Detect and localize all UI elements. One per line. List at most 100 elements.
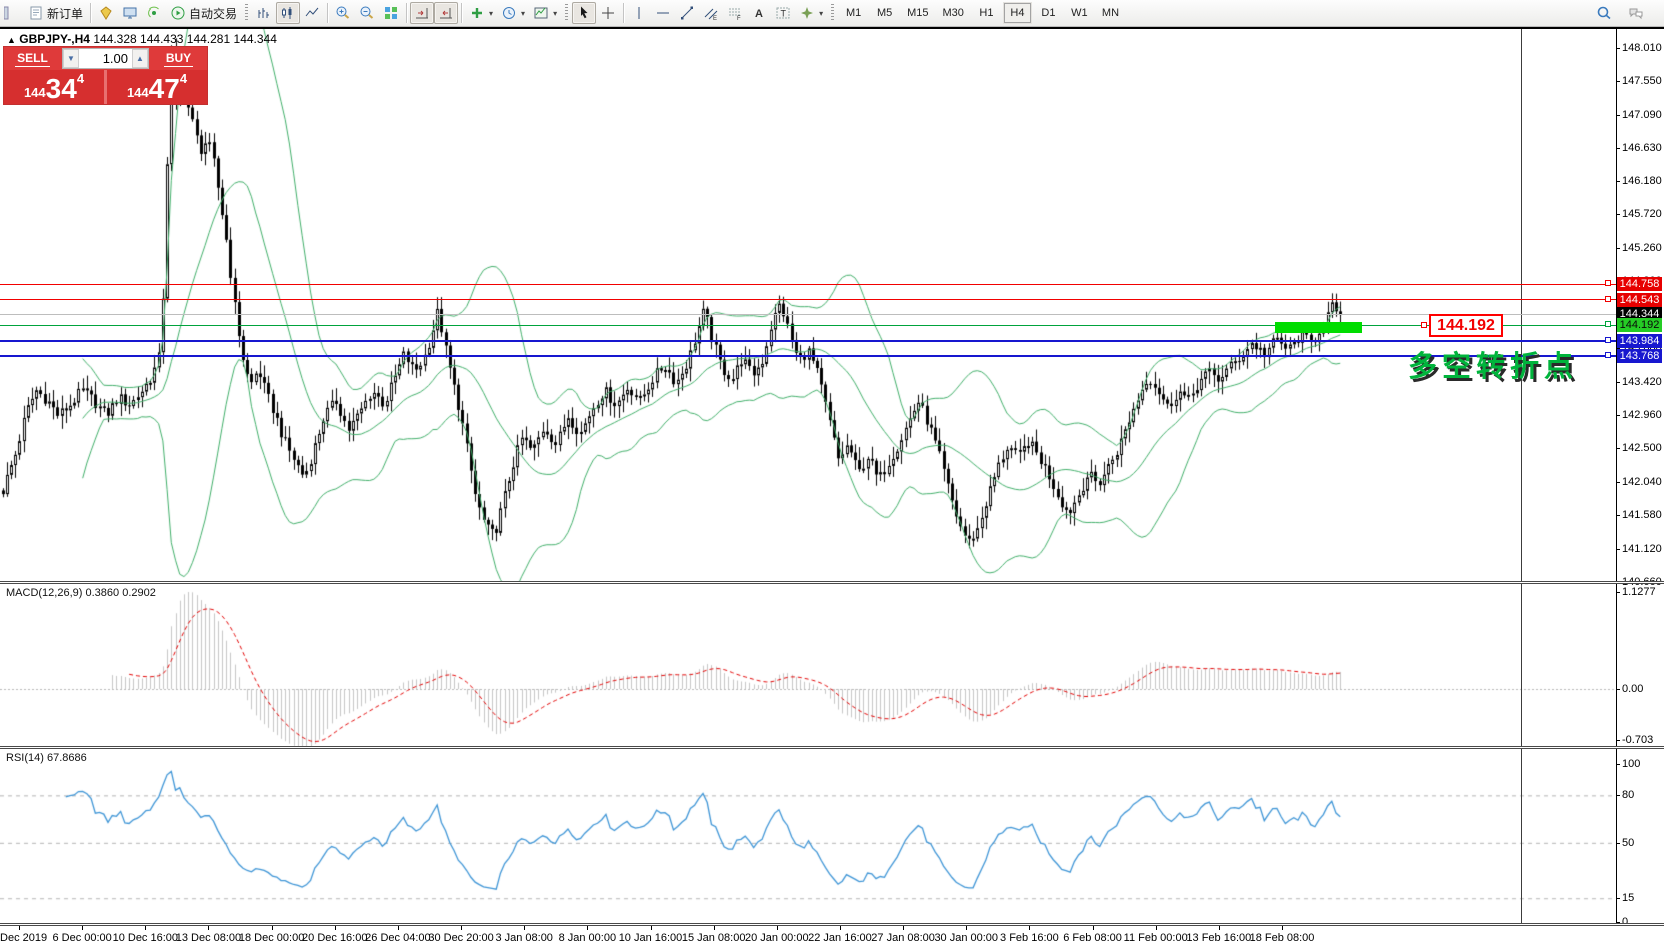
autotrading-button[interactable]: 自动交易 [166, 2, 241, 24]
time-tick [1218, 926, 1220, 930]
volume-decrease-button[interactable]: ▼ [63, 49, 79, 68]
timeframe-d1-button[interactable]: D1 [1041, 7, 1056, 19]
resistance-line-2-handle[interactable] [1605, 295, 1611, 302]
periods-button[interactable]: ▾ [497, 2, 529, 24]
arrows-button[interactable]: ▾ [795, 2, 827, 24]
axis-tick [1616, 180, 1620, 182]
auto-scroll-button[interactable] [410, 2, 435, 24]
signals-button[interactable] [142, 2, 166, 24]
trendline-button[interactable] [675, 2, 699, 24]
templates-button[interactable]: ▾ [529, 2, 561, 24]
dropdown-arrow-icon[interactable]: ▾ [521, 8, 526, 18]
callout-anchor-square[interactable] [1421, 322, 1427, 328]
axis-tick [1616, 481, 1620, 483]
sell-button[interactable]: SELL [4, 47, 61, 70]
zoom-in-button[interactable] [331, 2, 355, 24]
support-line-2[interactable] [0, 355, 1616, 358]
support-line-2-handle[interactable] [1605, 352, 1611, 359]
toolbar-grip[interactable] [565, 4, 569, 22]
horizontal-line-button[interactable] [651, 2, 675, 24]
rsi-axis-50: 50 [1622, 836, 1635, 849]
textT-icon: T [776, 7, 790, 19]
axis-tick-label: 146.180 [1622, 174, 1662, 187]
channel-button[interactable]: E [699, 2, 723, 24]
rsi-panel[interactable] [0, 749, 1664, 923]
axis-tick-label: 141.120 [1622, 542, 1662, 555]
dropdown-arrow-icon[interactable]: ▾ [819, 8, 824, 18]
macd-panel[interactable] [0, 584, 1664, 746]
bars-icon [258, 8, 270, 18]
autoscroll-icon [416, 8, 429, 19]
dropdown-arrow-icon[interactable]: ▾ [553, 8, 558, 18]
green-highlight-bar[interactable] [1275, 322, 1362, 333]
timeframe-m1-button[interactable]: M1 [845, 7, 862, 19]
turning-point-annotation[interactable]: 多空转折点 [1408, 351, 1579, 383]
vertical-line-button[interactable] [627, 2, 651, 24]
bar-chart-button[interactable] [252, 2, 276, 24]
timeframe-mn-button[interactable]: MN [1101, 7, 1120, 19]
axis-tick-label: 142.960 [1622, 408, 1662, 421]
resistance-line-1[interactable] [0, 283, 1616, 285]
zoom-out-button[interactable] [355, 2, 379, 24]
new-order-button[interactable]: 新订单 [24, 2, 87, 24]
timeframe-m5-button[interactable]: M5 [876, 7, 893, 19]
toolbar-grip[interactable] [831, 4, 835, 22]
timeframe-h4-button[interactable]: H4 [1003, 3, 1031, 23]
candlestick-chart-canvas[interactable] [0, 29, 1616, 581]
current-price-line[interactable] [0, 313, 1616, 315]
terminal-button[interactable] [118, 2, 142, 24]
line-chart-button[interactable] [300, 2, 324, 24]
search-button[interactable] [1592, 2, 1616, 24]
symbol-header: ▲ GBPJPY-,H4 144.328 144.433 144.281 144… [7, 32, 277, 46]
timeframe-m30-button[interactable]: M30 [942, 7, 964, 19]
buy-price[interactable]: 144 47 4 [107, 70, 207, 104]
axis-tick-label: 143.420 [1622, 375, 1662, 388]
tile-windows-button[interactable] [379, 2, 403, 24]
timeframe-w1-button[interactable]: W1 [1071, 7, 1088, 19]
panel-separator-time [0, 923, 1664, 926]
resistance-line-1-handle[interactable] [1605, 280, 1611, 287]
text-label-button[interactable]: T [771, 2, 795, 24]
pivot-line[interactable] [0, 324, 1616, 326]
pivot-line-handle[interactable] [1605, 321, 1611, 328]
text-button[interactable]: A [747, 2, 771, 24]
fibonacci-button[interactable]: F [723, 2, 747, 24]
dropdown-arrow-icon[interactable]: ▾ [489, 8, 494, 18]
price-callout-label[interactable]: 144.192 [1429, 314, 1503, 337]
rsi-value: 67.8686 [46, 752, 87, 764]
axis-tick-label: 147.090 [1622, 108, 1662, 121]
volume-input[interactable]: 1.00 [102, 51, 128, 66]
time-label: 6 Dec 00:00 [52, 932, 112, 944]
chat-button[interactable] [1624, 2, 1648, 24]
clipped-edge-icon[interactable] [0, 2, 24, 24]
axis-tick [1616, 214, 1620, 216]
price-chart-panel[interactable] [0, 29, 1664, 581]
timeframe-m15-button[interactable]: M15 [907, 7, 929, 19]
crosshair-button[interactable] [596, 2, 620, 24]
candle-chart-button[interactable] [276, 2, 301, 24]
toolbar-grip[interactable] [245, 4, 249, 22]
vertical-line-object[interactable] [1521, 29, 1522, 923]
collapse-arrow-icon[interactable]: ▲ [7, 35, 16, 45]
macd-chart-canvas[interactable] [0, 584, 1616, 746]
ohlc-high: 144.433 [140, 32, 184, 46]
rsi-chart-canvas[interactable] [0, 749, 1616, 923]
support-line-1[interactable] [0, 339, 1616, 342]
time-label: 30 Jan 00:00 [934, 932, 999, 944]
market-watch-button[interactable] [94, 2, 118, 24]
timeframe-h1-button[interactable]: H1 [979, 7, 994, 19]
resistance-line-2[interactable] [0, 299, 1616, 301]
panel-separator-rsi[interactable] [0, 746, 1664, 749]
volume-increase-button[interactable]: ▲ [132, 49, 148, 68]
macd-axis-1.1277: 1.1277 [1622, 586, 1656, 599]
cursor-button[interactable] [572, 2, 597, 24]
sell-price[interactable]: 144 34 4 [4, 70, 104, 104]
toolbar-separator [90, 3, 92, 23]
indicators-button[interactable]: ▾ [465, 2, 497, 24]
support-line-1-handle[interactable] [1605, 336, 1611, 343]
chart-shift-button[interactable] [434, 2, 459, 24]
panel-separator-macd[interactable] [0, 581, 1664, 584]
buy-button[interactable]: BUY [150, 47, 207, 70]
svg-text:F: F [737, 16, 741, 21]
